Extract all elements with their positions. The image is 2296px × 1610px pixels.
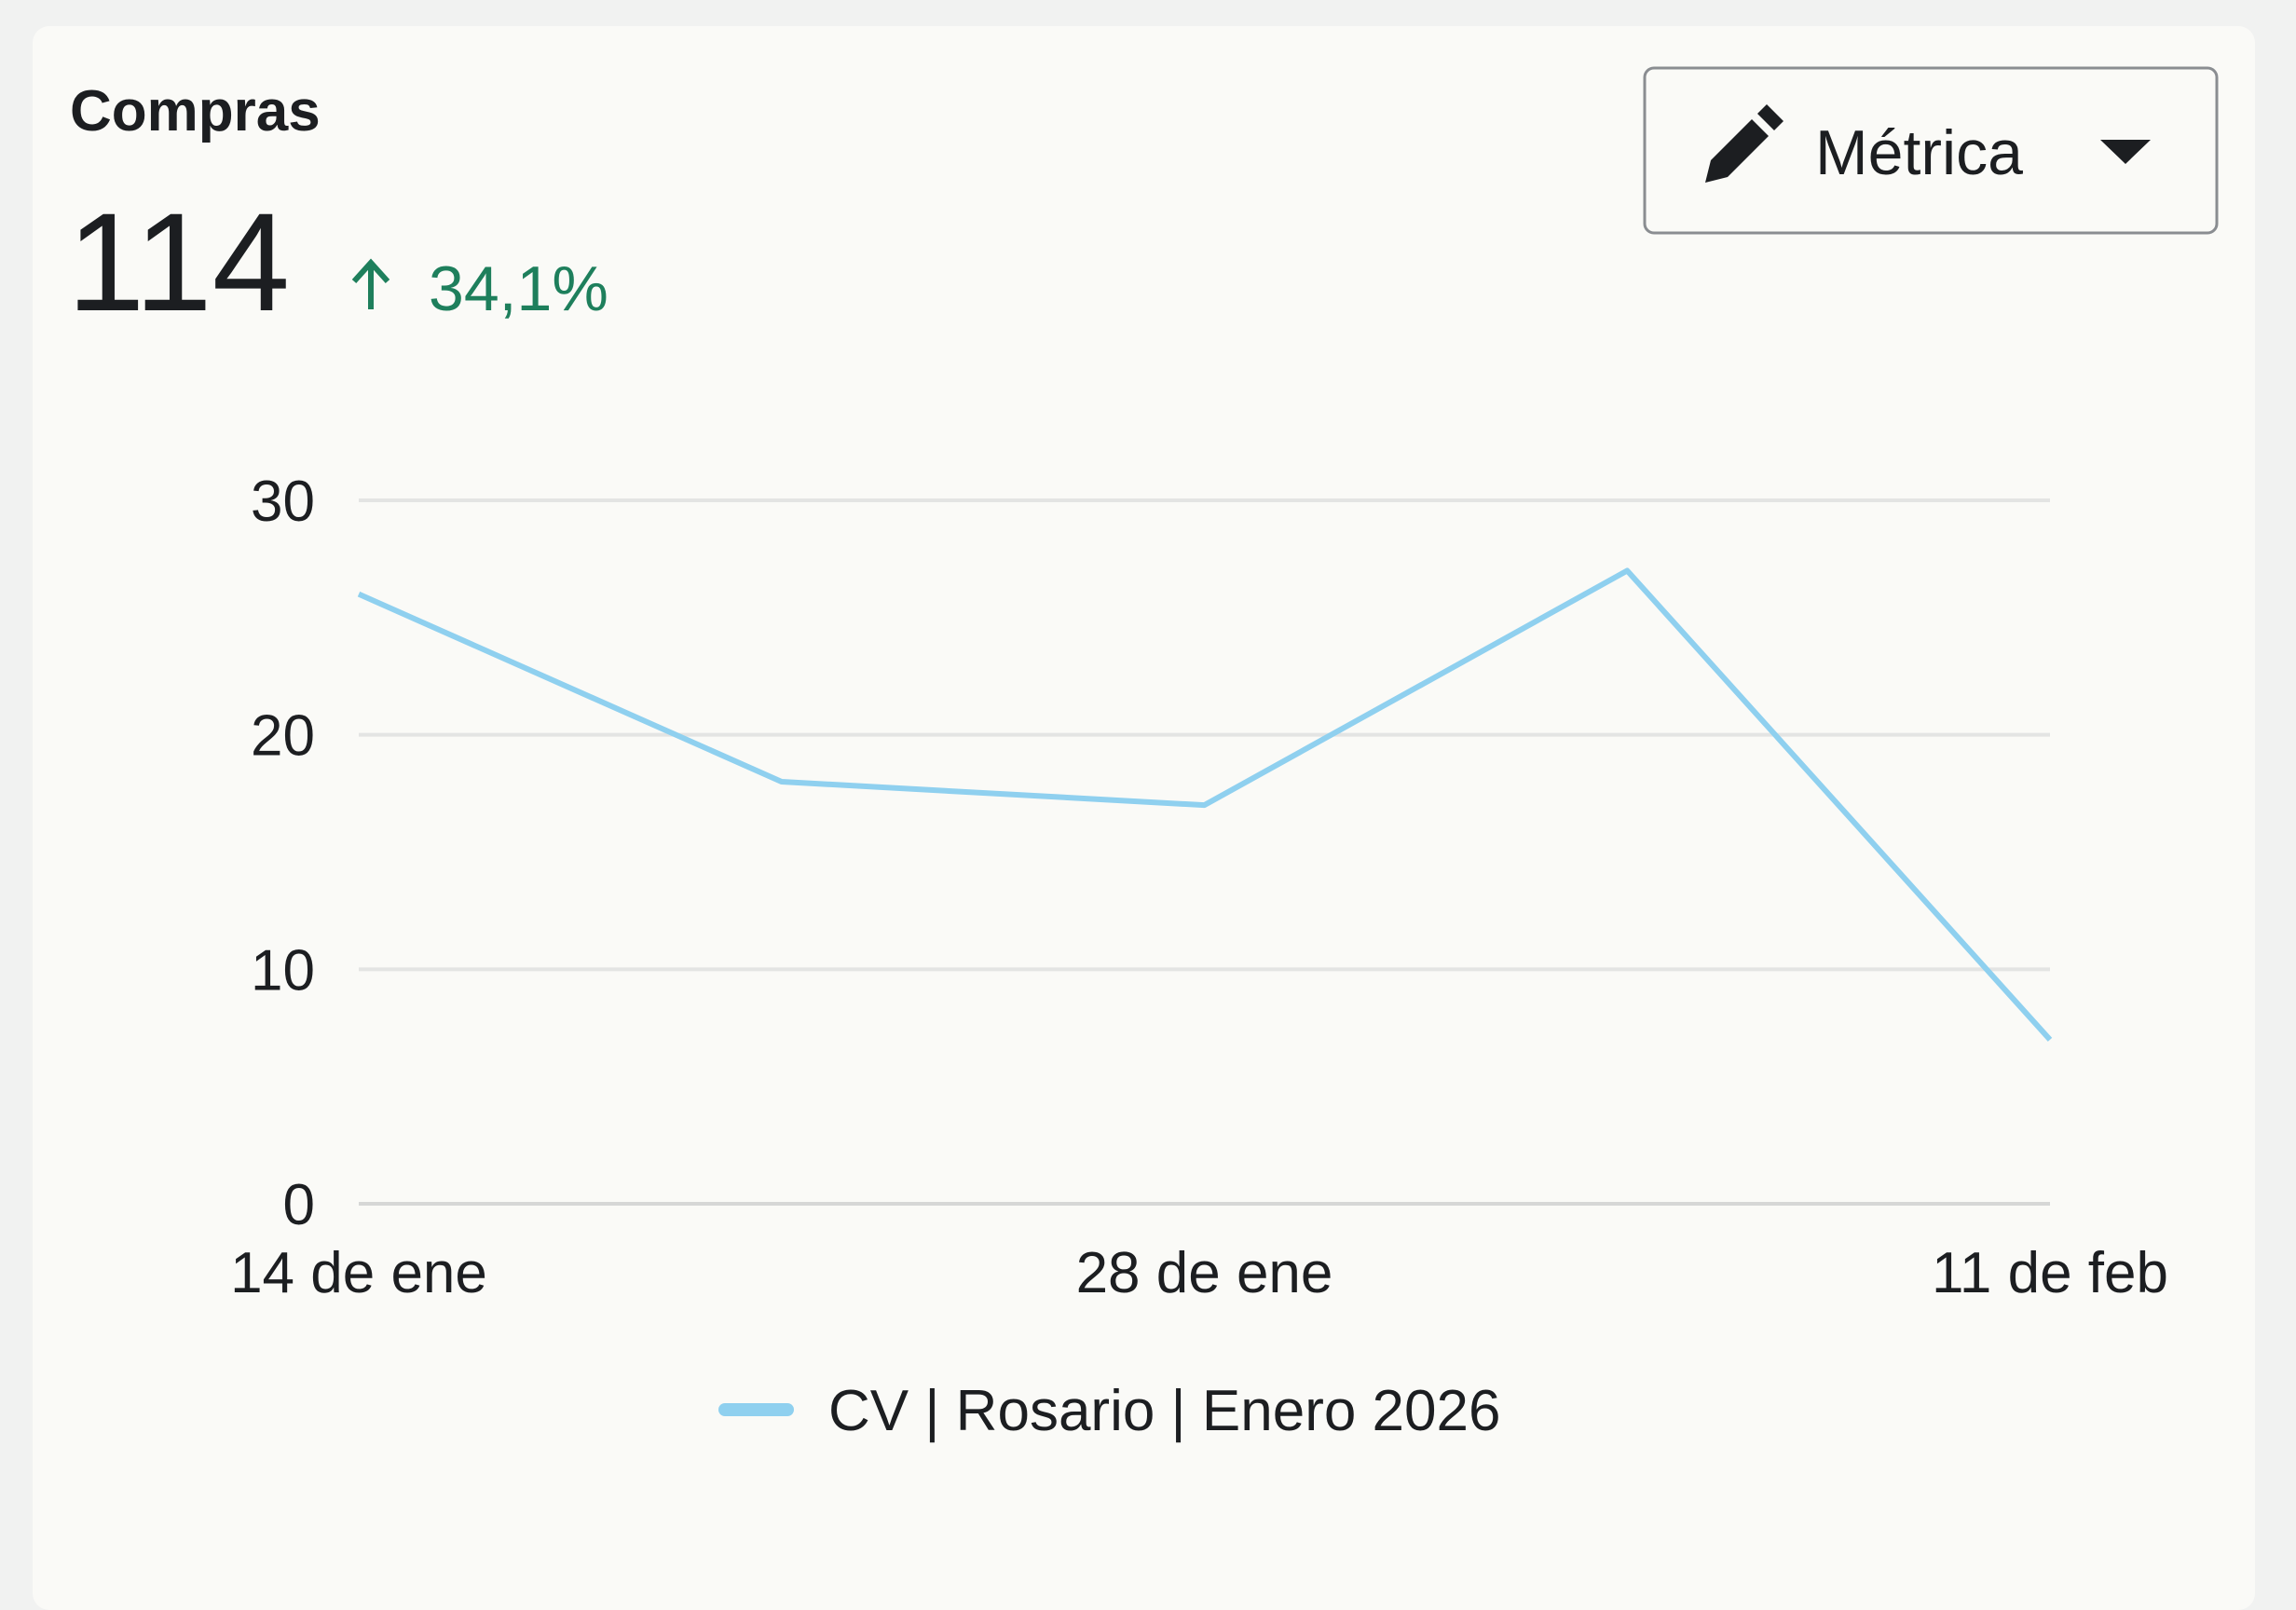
x-tick-label: 14 de ene	[230, 1241, 487, 1305]
dropdown-caret	[2100, 140, 2151, 164]
card	[33, 26, 2255, 1610]
y-tick-label: 20	[251, 704, 315, 769]
metric-value: 114	[67, 184, 290, 340]
legend-label: CV | Rosario | Enero 2026	[828, 1379, 1500, 1443]
metric-title: Compras	[70, 79, 321, 143]
y-tick-label: 0	[283, 1173, 315, 1237]
metric-change: 34,1%	[429, 253, 608, 324]
data-line	[357, 567, 2053, 1042]
metric-button[interactable]: Métrica	[1643, 66, 2219, 235]
x-tick-label: 11 de feb	[1932, 1241, 2168, 1305]
y-tick-label: 30	[251, 470, 315, 534]
up-arrow	[351, 258, 390, 309]
button-frame[interactable]	[1643, 66, 2219, 235]
chart: 0 10 20 30 14 de ene 28 de ene 11 de feb CV | R…	[230, 470, 2168, 1443]
x-tick-label: 28 de ene	[1076, 1241, 1333, 1305]
y-tick-label: 10	[251, 938, 315, 1003]
pencil-icon	[1705, 104, 1784, 183]
button-label[interactable]: Métrica	[1815, 117, 2023, 188]
